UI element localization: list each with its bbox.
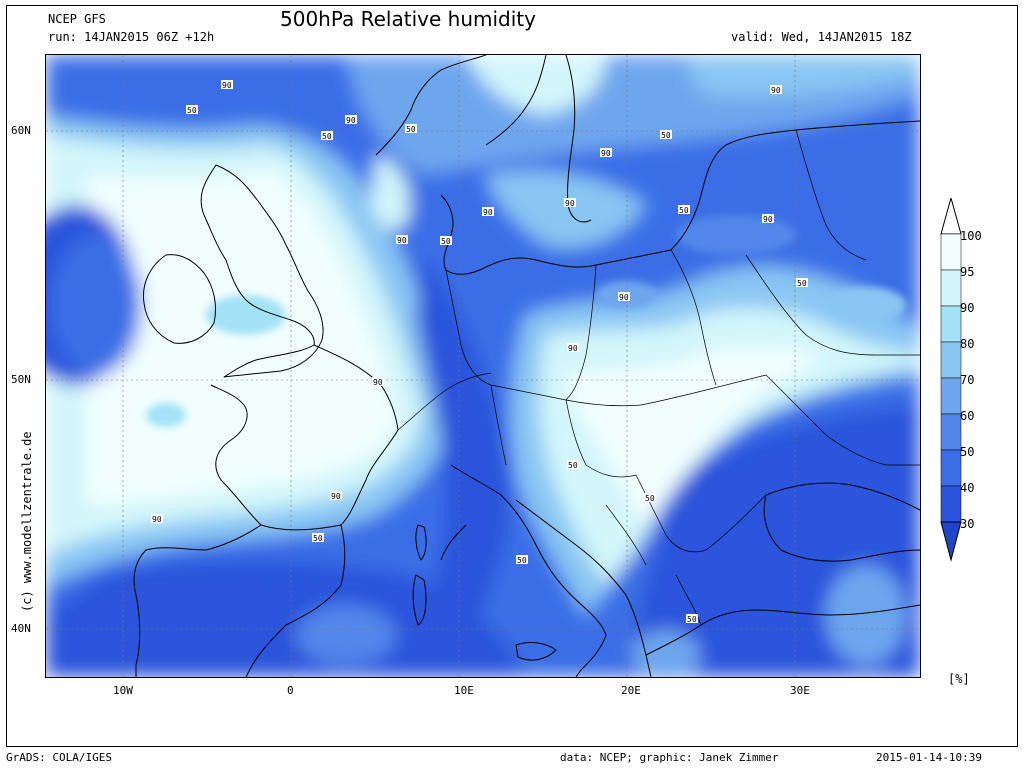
legend-label: 90 (960, 301, 975, 315)
svg-text:50: 50 (322, 132, 332, 141)
contour-label: 90 (372, 377, 384, 387)
svg-text:90: 90 (565, 199, 575, 208)
svg-text:90: 90 (373, 378, 383, 387)
contour-label: 50 (516, 555, 528, 565)
borders (397, 129, 920, 626)
graticule (46, 55, 920, 677)
contour-label: 90 (221, 80, 233, 90)
contour-label: 50 (796, 278, 808, 288)
legend-swatch (940, 449, 962, 487)
svg-text:50: 50 (441, 237, 451, 246)
contour-label: 90 (345, 115, 357, 125)
svg-text:90: 90 (152, 515, 162, 524)
svg-text:90: 90 (763, 215, 773, 224)
valid-time: valid: Wed, 14JAN2015 18Z (731, 30, 912, 44)
svg-text:50: 50 (797, 279, 807, 288)
svg-text:90: 90 (619, 293, 629, 302)
contour-label: 50 (440, 236, 452, 246)
legend-label: 70 (960, 373, 975, 387)
contour-label: 90 (770, 85, 782, 95)
svg-text:50: 50 (406, 125, 416, 134)
svg-text:50: 50 (645, 494, 655, 503)
legend-label: 80 (960, 337, 975, 351)
contour-label: 90 (330, 491, 342, 501)
footer-grads: GrADS: COLA/IGES (6, 751, 112, 764)
contour-label: 90 (762, 214, 774, 224)
legend-swatch (940, 485, 962, 523)
contour-label: 90 (396, 235, 408, 245)
legend-unit: [%] (948, 672, 970, 686)
svg-text:50: 50 (313, 534, 323, 543)
legend-label: 50 (960, 445, 975, 459)
legend-swatch (940, 377, 962, 415)
contour-label: 90 (482, 207, 494, 217)
svg-text:50: 50 (488, 205, 498, 214)
map-svg: 90 50 90 50 50 90 90 50 90 90 50 90 50 5… (46, 55, 920, 677)
svg-text:90: 90 (331, 492, 341, 501)
svg-text:90: 90 (601, 149, 611, 158)
contour-label: 50 (678, 205, 690, 215)
chart-title: 500hPa Relative humidity (280, 7, 536, 31)
svg-text:50: 50 (661, 131, 671, 140)
svg-text:90: 90 (397, 236, 407, 245)
lon-label-10e: 10E (454, 684, 474, 697)
contour-labels: 90 50 90 50 50 90 90 50 90 90 50 90 50 5… (151, 80, 808, 624)
footer-credits: data: NCEP; graphic: Janek Zimmer (560, 751, 779, 764)
legend-label: 30 (960, 517, 975, 531)
contour-label: 90 (618, 292, 630, 302)
svg-text:90: 90 (483, 208, 493, 217)
legend-label: 100 (960, 229, 982, 243)
svg-text:50: 50 (568, 461, 578, 470)
lon-label-0: 0 (287, 684, 294, 697)
lat-label-50n: 50N (11, 373, 31, 386)
svg-text:50: 50 (187, 106, 197, 115)
contour-label: 90 (567, 343, 579, 353)
legend-swatch (940, 341, 962, 379)
coastlines (133, 55, 920, 677)
legend-swatch (940, 233, 962, 271)
legend-label: 95 (960, 265, 975, 279)
lon-label-10w: 10W (113, 684, 133, 697)
contour-label: 90 (151, 514, 163, 524)
lon-label-30e: 30E (790, 684, 810, 697)
copyright-text: (c) www.modellzentrale.de (20, 431, 34, 612)
legend-label: 40 (960, 481, 975, 495)
contour-label: 50 (405, 124, 417, 134)
contour-label: 50 (321, 131, 333, 141)
legend-colorbar (940, 196, 962, 562)
color-legend: 100 95 90 80 70 60 50 40 30 (940, 196, 1020, 566)
humidity-map: 90 50 90 50 50 90 90 50 90 90 50 90 50 5… (45, 54, 921, 678)
lat-label-40n: 40N (11, 622, 31, 635)
legend-swatch (940, 413, 962, 451)
contour-label: 50 (186, 105, 198, 115)
svg-text:90: 90 (771, 86, 781, 95)
svg-text:90: 90 (568, 344, 578, 353)
contour-label: 50 (312, 533, 324, 543)
legend-top-arrow (940, 196, 962, 235)
model-name: NCEP GFS (48, 12, 106, 26)
run-time: run: 14JAN2015 06Z +12h (48, 30, 215, 44)
contour-label: 50 (686, 614, 698, 624)
plot-frame (6, 5, 1018, 747)
contour-label: 50 (644, 493, 656, 503)
contour-label: 90 (564, 198, 576, 208)
legend-bottom-arrow (940, 521, 962, 562)
humidity-field (46, 55, 920, 677)
lat-label-60n: 60N (11, 124, 31, 137)
contour-label: 90 (600, 148, 612, 158)
legend-swatch (940, 269, 962, 307)
contour-label: 50 (567, 460, 579, 470)
legend-label: 60 (960, 409, 975, 423)
svg-text:50: 50 (687, 615, 697, 624)
lon-label-20e: 20E (621, 684, 641, 697)
svg-text:90: 90 (346, 116, 356, 125)
footer-timestamp: 2015-01-14-10:39 (876, 751, 982, 764)
svg-text:50: 50 (679, 206, 689, 215)
svg-text:90: 90 (222, 81, 232, 90)
legend-swatch (940, 305, 962, 343)
contour-label: 50 (660, 130, 672, 140)
svg-text:50: 50 (517, 556, 527, 565)
